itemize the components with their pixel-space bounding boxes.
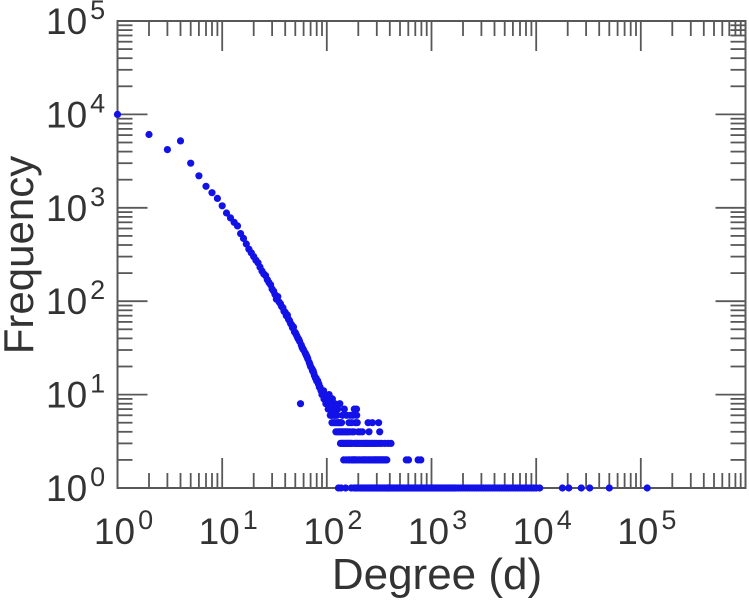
data-point	[337, 419, 346, 427]
data-point	[404, 456, 413, 464]
data-point	[643, 484, 651, 492]
data-point	[365, 428, 373, 436]
x-tick-label-1e5: 10 5	[617, 505, 676, 552]
y-tick-label-1e2: 10 2	[46, 275, 105, 322]
data-point	[383, 456, 391, 464]
data-point	[325, 400, 333, 408]
data-point	[605, 484, 613, 492]
data-point	[387, 439, 395, 447]
tick-marks	[117, 21, 746, 488]
x-tick-label-1e2: 10 2	[303, 505, 362, 552]
data-point	[176, 137, 185, 145]
data-point	[195, 172, 203, 180]
data-point	[331, 400, 339, 408]
data-point	[352, 405, 361, 413]
data-point	[536, 484, 544, 492]
data-point	[417, 456, 425, 464]
data-point	[358, 428, 366, 436]
data-point	[213, 194, 221, 202]
data-point	[342, 484, 350, 492]
data-point	[333, 411, 341, 419]
data-point	[218, 202, 226, 210]
data-point	[222, 209, 231, 217]
x-axis-title: Degree (d)	[332, 550, 542, 599]
data-point	[558, 484, 567, 492]
y-tick-label-1e1: 10 1	[46, 369, 105, 416]
data-point	[375, 419, 383, 427]
x-tick-label-1e3: 10 3	[408, 505, 467, 552]
data-point	[586, 484, 594, 492]
data-point	[145, 130, 153, 139]
y-tick-label-1e5: 10 5	[46, 0, 105, 42]
data-point	[274, 293, 282, 301]
data-point	[334, 405, 342, 413]
data-point	[353, 411, 361, 419]
data-point	[202, 182, 210, 190]
x-tick-label-1e0: 10 0	[94, 505, 153, 552]
x-tick-label-1e1: 10 1	[199, 505, 258, 552]
y-tick-label-1e3: 10 3	[46, 182, 105, 229]
data-point	[565, 484, 573, 492]
data-points	[113, 110, 651, 492]
data-point	[233, 222, 242, 230]
x-tick-label-1e4: 10 4	[513, 505, 572, 552]
data-point	[163, 146, 171, 154]
data-point	[353, 419, 361, 427]
plot-border	[116, 20, 747, 489]
y-axis-title: Frequency	[0, 156, 42, 354]
data-point	[336, 400, 344, 408]
data-point	[340, 405, 348, 413]
y-tick-label-1e0: 10 0	[46, 462, 105, 509]
x-axis-tick-labels: 10 0 10 1 10 2 10 3 10 4 10 5	[94, 505, 676, 552]
data-point	[239, 234, 248, 242]
data-point	[208, 189, 216, 197]
data-point	[368, 419, 376, 427]
data-point	[376, 428, 384, 436]
y-tick-label-1e4: 10 4	[46, 88, 105, 135]
data-point	[187, 159, 195, 167]
data-point	[113, 110, 122, 118]
data-point	[577, 484, 585, 492]
data-point	[296, 400, 305, 408]
